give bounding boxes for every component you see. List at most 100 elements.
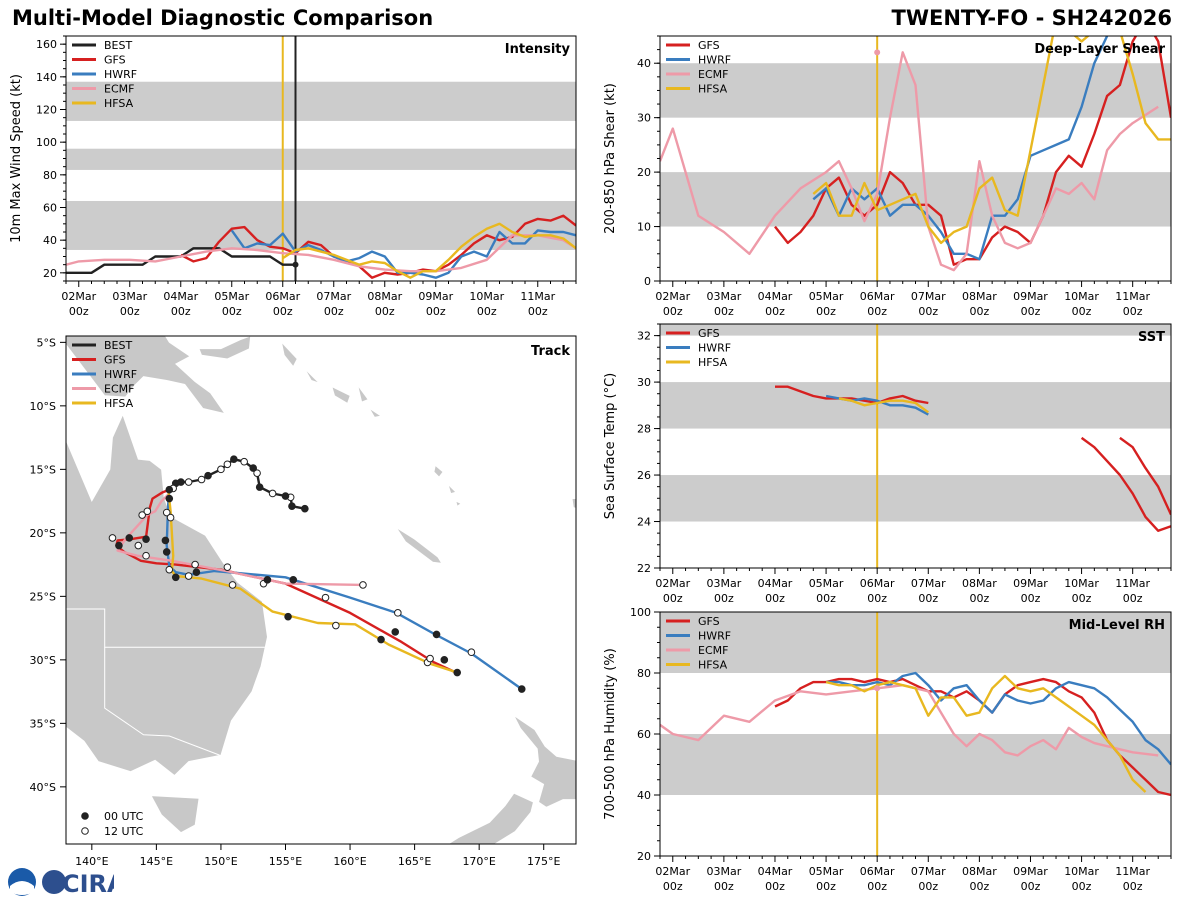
shaded-band [66, 200, 576, 250]
legend-label-hfsa: HFSA [698, 356, 728, 369]
legend-label-ecmf: ECMF [104, 383, 134, 396]
y-tick-label: 22 [637, 562, 651, 575]
track-point-00utc [288, 502, 296, 510]
x-tick-label-date: 04Mar [163, 290, 198, 303]
y-tick-label: 80 [43, 169, 57, 182]
new-guinea-landmass [66, 336, 226, 415]
x-tick-label: 155°E [269, 855, 302, 868]
australia-landmass [66, 413, 268, 776]
series-line-hfsa [838, 397, 930, 414]
x-tick-label-hour: 00z [918, 305, 938, 318]
x-tick-label-date: 04Mar [758, 290, 793, 303]
legend-label-ecmf: ECMF [698, 68, 728, 81]
legend-label-gfs: GFS [698, 39, 720, 52]
ecmf-current-point [874, 685, 881, 692]
legend-label-gfs: GFS [698, 327, 720, 340]
ecmf-current-point [874, 49, 881, 56]
x-tick-label: 140°E [75, 855, 108, 868]
noaa-emblem-icon: CIRA [8, 868, 126, 898]
y-axis-label: Sea Surface Temp (°C) [603, 373, 618, 520]
x-tick-label-hour: 00z [765, 592, 785, 605]
shaded-band [66, 81, 576, 121]
x-tick-label-date: 08Mar [962, 290, 997, 303]
track-point-12utc [223, 563, 232, 571]
state-border-line [104, 647, 220, 756]
track-point-00utc [289, 576, 298, 584]
track-point-00utc [284, 612, 292, 621]
track-line-ecmf [116, 492, 364, 587]
x-tick-label-hour: 00z [1072, 305, 1092, 318]
y-tick-label: 120 [36, 104, 57, 117]
series-line-gfs [774, 677, 1171, 797]
state-border-line [66, 498, 265, 648]
legend-label-hwrf: HWRF [104, 68, 137, 81]
map-frame [65, 335, 577, 845]
x-tick-label-hour: 00z [69, 305, 89, 318]
track-point-12utc [166, 513, 175, 522]
x-tick-label-date: 04Mar [758, 865, 793, 878]
x-tick-label-hour: 00z [1021, 305, 1041, 318]
x-tick-label-hour: 00z [816, 880, 836, 893]
x-tick-label-hour: 00z [663, 592, 683, 605]
y-tick-label: 0 [644, 275, 651, 288]
series-group [660, 36, 1171, 281]
track-point-12utc [321, 593, 330, 602]
y-axis-label: 10m Max Wind Speed (kt) [9, 74, 24, 243]
shaded-band [660, 172, 1171, 227]
x-tick-label-hour: 00z [765, 305, 785, 318]
x-tick-label-hour: 00z [663, 305, 683, 318]
x-tick-label-hour: 00z [816, 592, 836, 605]
x-tick-label-date: 05Mar [214, 290, 249, 303]
track-point-00utc [301, 504, 309, 513]
x-tick-label-hour: 00z [918, 592, 938, 605]
track-point-12utc [134, 541, 143, 550]
y-tick-label: 100 [36, 136, 57, 149]
track-point-00utc [263, 576, 272, 584]
y-tick-label: 30°S [30, 654, 56, 667]
y-tick-label: 10°S [30, 400, 56, 413]
figure-title: Multi-Model Diagnostic Comparison [12, 6, 434, 30]
y-tick-label: 100 [630, 606, 651, 619]
x-tick-label: 150°E [204, 855, 237, 868]
x-tick-label-date: 07Mar [911, 865, 946, 878]
track-point-12utc [191, 560, 199, 569]
shaded-band [660, 612, 1171, 673]
track-point-00utc [255, 483, 264, 491]
series-group [660, 612, 1171, 856]
x-tick-label: 170°E [462, 855, 495, 868]
x-tick-label-hour: 00z [816, 305, 836, 318]
track-point-12utc [184, 572, 193, 580]
legend-label-ecmf: ECMF [698, 644, 728, 657]
x-tick-label-date: 03Mar [706, 290, 741, 303]
panel-sst: 22 24 26 28 30 32 02Mar 00z 03Mar 00z 04Mar 00z 05Ma… [603, 323, 1172, 605]
tasmania-landmass [150, 795, 200, 834]
track-point-12utc [162, 508, 171, 517]
panel-intensity: 20 40 60 80 100 120 140 160 02Mar 00z 03Mar 00z 04Ma… [9, 35, 577, 318]
x-tick-label-date: 06Mar [265, 290, 300, 303]
legend-marker-00utc [81, 812, 89, 820]
x-tick-label-date: 05Mar [809, 865, 844, 878]
x-tick-label-date: 02Mar [655, 577, 690, 590]
y-tick-label: 80 [637, 667, 651, 680]
fiji-landmass [571, 498, 576, 509]
x-tick-label-date: 02Mar [61, 290, 96, 303]
y-tick-label: 160 [36, 38, 57, 51]
series-line-hwrf [812, 36, 1109, 261]
storm-id-title: TWENTY-FO - SH242026 [891, 6, 1172, 30]
panel-title: Intensity [505, 42, 571, 57]
x-tick-label-hour: 00z [120, 305, 140, 318]
track-point-12utc [138, 511, 146, 519]
track-point-00utc [517, 685, 526, 693]
x-tick-label: 145°E [140, 855, 173, 868]
x-tick-label-date: 02Mar [655, 290, 690, 303]
track-point-00utc [249, 464, 258, 472]
shaded-band [660, 324, 1171, 336]
y-tick-label: 35°S [30, 717, 56, 730]
x-tick-label-date: 10Mar [1064, 290, 1099, 303]
x-tick-label-date: 02Mar [655, 865, 690, 878]
track-point-00utc [165, 494, 174, 503]
track-point-12utc [108, 534, 117, 542]
series-line-hfsa [825, 674, 1147, 793]
track-point-00utc [204, 471, 212, 480]
series-line-hwrf [230, 229, 576, 279]
